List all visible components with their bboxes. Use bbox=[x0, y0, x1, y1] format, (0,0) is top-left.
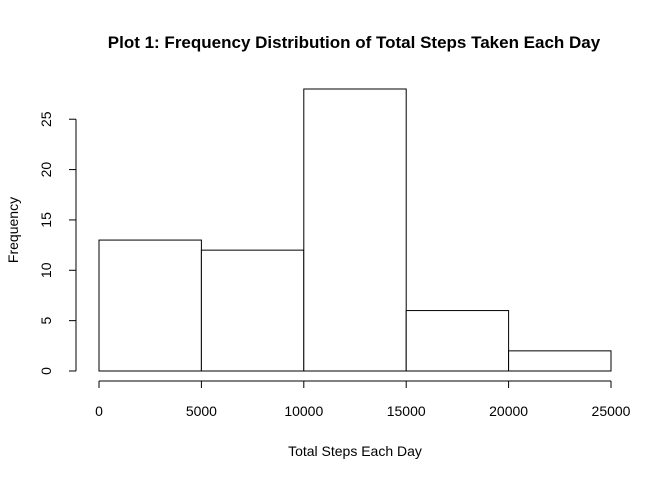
chart-title: Plot 1: Frequency Distribution of Total … bbox=[108, 33, 601, 52]
y-tick-label: 25 bbox=[38, 111, 54, 127]
x-tick-label: 15000 bbox=[387, 403, 426, 419]
x-tick-label: 5000 bbox=[186, 403, 217, 419]
y-tick-label: 5 bbox=[38, 317, 54, 325]
x-tick-label: 20000 bbox=[489, 403, 528, 419]
y-tick-label: 10 bbox=[38, 262, 54, 278]
y-tick-label: 0 bbox=[38, 367, 54, 375]
y-tick-label: 20 bbox=[38, 162, 54, 178]
y-axis: 0 5 10 15 20 25 bbox=[38, 111, 77, 375]
histogram-bar-3 bbox=[405, 310, 510, 372]
y-axis-label: Frequency bbox=[5, 197, 21, 263]
histogram-bar-2 bbox=[303, 88, 407, 372]
x-tick-label: 0 bbox=[95, 403, 103, 419]
x-axis-label: Total Steps Each Day bbox=[288, 443, 422, 459]
x-tick-label: 10000 bbox=[284, 403, 323, 419]
bars-group bbox=[98, 88, 612, 372]
y-tick-label: 15 bbox=[38, 212, 54, 228]
x-tick-label: 25000 bbox=[592, 403, 631, 419]
histogram-bar-4 bbox=[508, 350, 612, 372]
histogram-bar-0 bbox=[98, 239, 202, 372]
histogram-bar-1 bbox=[200, 249, 305, 372]
x-axis: 0 5000 10000 15000 20000 25000 bbox=[95, 380, 631, 419]
